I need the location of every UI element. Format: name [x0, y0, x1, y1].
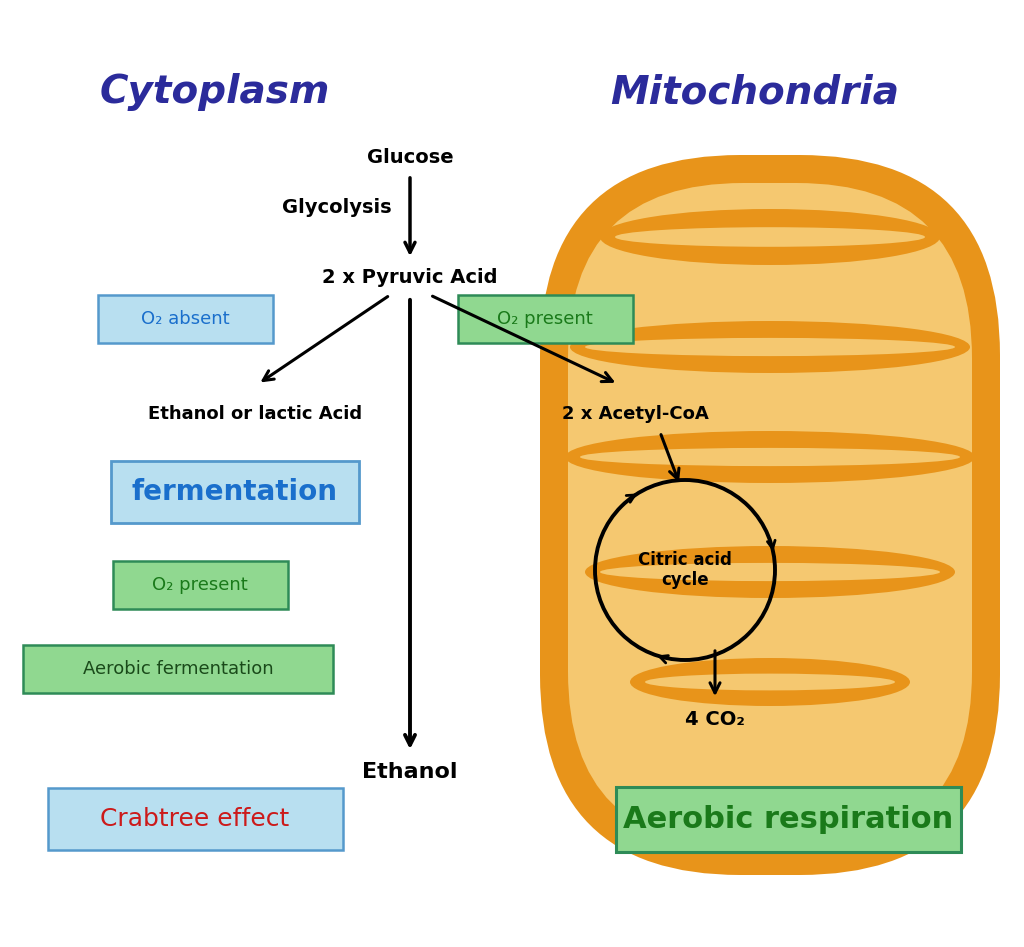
Text: O₂ present: O₂ present — [497, 310, 593, 328]
FancyBboxPatch shape — [615, 787, 961, 851]
FancyBboxPatch shape — [458, 295, 633, 343]
FancyBboxPatch shape — [23, 645, 333, 693]
Text: Glucose: Glucose — [367, 148, 454, 167]
Text: O₂ present: O₂ present — [153, 576, 248, 594]
FancyBboxPatch shape — [47, 788, 342, 850]
FancyBboxPatch shape — [568, 183, 972, 847]
Ellipse shape — [580, 448, 961, 466]
FancyBboxPatch shape — [97, 295, 272, 343]
Text: Ethanol: Ethanol — [362, 762, 458, 782]
Ellipse shape — [600, 563, 940, 581]
Text: Glycolysis: Glycolysis — [283, 198, 392, 217]
Text: fermentation: fermentation — [132, 478, 338, 506]
FancyBboxPatch shape — [113, 561, 288, 609]
FancyBboxPatch shape — [540, 155, 1000, 875]
Ellipse shape — [630, 658, 910, 706]
Text: 4 CO₂: 4 CO₂ — [685, 709, 744, 728]
Text: Ethanol or lactic Acid: Ethanol or lactic Acid — [147, 405, 362, 423]
Text: Aerobic fermentation: Aerobic fermentation — [83, 660, 273, 678]
Ellipse shape — [570, 321, 970, 373]
Text: Citric acid
cycle: Citric acid cycle — [638, 550, 732, 589]
Ellipse shape — [585, 338, 955, 356]
Text: O₂ absent: O₂ absent — [140, 310, 229, 328]
Ellipse shape — [600, 209, 940, 265]
Ellipse shape — [645, 673, 895, 690]
FancyBboxPatch shape — [111, 461, 359, 523]
Text: 2 x Pyruvic Acid: 2 x Pyruvic Acid — [323, 267, 498, 287]
Ellipse shape — [615, 227, 925, 247]
Text: Aerobic respiration: Aerobic respiration — [623, 805, 953, 833]
Text: 2 x Acetyl-CoA: 2 x Acetyl-CoA — [561, 405, 709, 423]
Text: Mitochondria: Mitochondria — [610, 73, 899, 111]
Ellipse shape — [565, 431, 975, 483]
Text: Cytoplasm: Cytoplasm — [99, 73, 330, 111]
Ellipse shape — [585, 546, 955, 598]
Text: Crabtree effect: Crabtree effect — [100, 807, 290, 831]
